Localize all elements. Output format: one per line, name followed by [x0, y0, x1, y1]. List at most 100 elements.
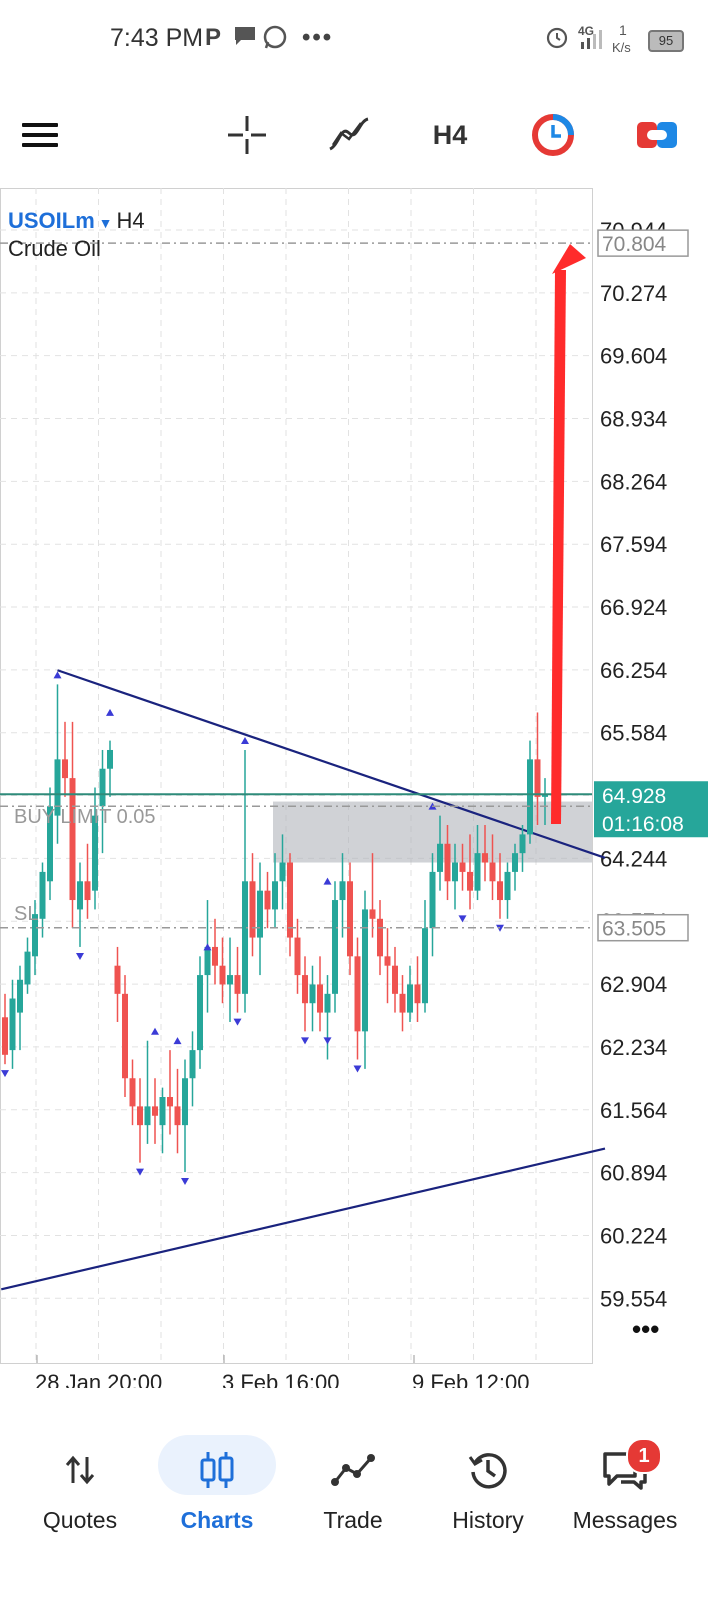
fractal-down-marker: [323, 1037, 332, 1045]
candle-body: [452, 862, 458, 882]
price-tick-label: 66.924: [600, 595, 667, 620]
clock-icon[interactable]: [528, 95, 578, 175]
candle-body: [504, 871, 511, 901]
candle-body: [422, 928, 428, 1004]
price-tick-label: 68.934: [600, 407, 667, 432]
menu-icon[interactable]: [20, 95, 60, 175]
candle-body: [512, 853, 518, 872]
price-tick-label: 60.894: [600, 1161, 667, 1186]
candle-body: [332, 900, 338, 994]
candle-body: [167, 1097, 173, 1107]
price-chart[interactable]: 70.94470.27469.60468.93468.26467.59466.9…: [0, 188, 720, 1395]
candle-body: [339, 881, 346, 901]
candle-body: [482, 853, 488, 863]
nav-history[interactable]: History: [418, 1425, 558, 1545]
trade-line-icon: [283, 1445, 423, 1495]
fractal-down-marker: [353, 1065, 362, 1073]
charts-candles-icon: [147, 1445, 287, 1495]
candle-body: [369, 909, 376, 919]
nav-charts[interactable]: Charts: [147, 1425, 287, 1545]
candle-body: [182, 1078, 188, 1126]
signal-icon: [580, 28, 604, 57]
candle-body: [114, 965, 121, 994]
nav-messages[interactable]: Messages: [555, 1425, 695, 1545]
sl-label[interactable]: SL: [14, 903, 39, 925]
sl-price-box: [597, 913, 689, 942]
status-bar: 7:43 PM P ••• 4G 1 K/s 95: [0, 0, 720, 80]
countdown-label: 01:16:08: [602, 813, 684, 836]
parking-icon: P: [205, 24, 222, 51]
price-tick-label: 65.584: [600, 721, 667, 746]
candle-body: [204, 946, 211, 976]
candle-body: [99, 768, 106, 807]
quotes-arrows-icon: [10, 1445, 150, 1495]
price-tick-label: 69.604: [600, 344, 667, 369]
fractal-down-marker: [181, 1178, 189, 1186]
candle-body: [414, 984, 421, 1004]
plot-area: [0, 188, 593, 1364]
candle-body: [384, 956, 391, 966]
candle-body: [264, 890, 271, 910]
time-tick-label: 9 Feb 12:00: [412, 1370, 529, 1388]
fractal-down-marker: [1, 1070, 9, 1078]
crosshair-icon[interactable]: [222, 95, 272, 175]
candle-body: [317, 984, 323, 1013]
whatsapp-icon: [262, 24, 288, 57]
candle-body: [122, 993, 128, 1079]
time-tick-label: 3 Feb 16:00: [222, 1370, 339, 1388]
candle-body: [189, 1050, 196, 1079]
indicators-icon[interactable]: [324, 95, 374, 175]
candle-body: [467, 871, 473, 891]
trendline: [1, 1147, 606, 1291]
candle-body: [129, 1078, 136, 1107]
active-tab-indicator: [158, 1435, 276, 1495]
candle-body: [272, 881, 278, 910]
price-tick-label: 62.904: [600, 972, 667, 997]
candle-body: [362, 909, 368, 1032]
price-tick-label: 67.594: [600, 532, 667, 557]
more-options-icon[interactable]: •••: [632, 1314, 659, 1344]
sl-price-label: 63.505: [602, 918, 666, 941]
history-clock-icon: [418, 1445, 558, 1495]
fractal-up-marker: [173, 1037, 182, 1045]
candle-body: [159, 1097, 166, 1126]
arrow-annotation-shaft: [551, 270, 566, 824]
symbol-name[interactable]: USOILm: [8, 208, 95, 233]
candle-body: [152, 1106, 158, 1116]
buy-limit-label[interactable]: BUY LIMIT 0.05: [14, 806, 156, 828]
candle-body: [309, 984, 316, 1004]
symbol-timeframe: H4: [116, 208, 145, 233]
trade-toggle-icon[interactable]: [632, 95, 682, 175]
symbol-description: Crude Oil: [8, 236, 101, 261]
candle-body: [534, 759, 541, 797]
fractal-up-marker: [241, 736, 249, 744]
candle-body: [497, 881, 503, 901]
candle-body: [294, 937, 301, 976]
fractal-down-marker: [136, 1168, 144, 1176]
fractal-down-marker: [301, 1037, 309, 1045]
candle-body: [9, 998, 16, 1051]
nav-trade[interactable]: Trade: [283, 1425, 423, 1545]
status-time: 7:43 PM: [110, 24, 204, 52]
candle-body: [77, 881, 83, 910]
nav-quotes[interactable]: Quotes: [10, 1425, 150, 1545]
price-tick-label: 61.564: [600, 1098, 667, 1123]
speed-unit: K/s: [612, 40, 631, 55]
candle-body: [47, 806, 53, 882]
candle-body: [107, 749, 113, 769]
candle-body: [137, 1106, 143, 1126]
symbol-dropdown-icon[interactable]: ▼: [94, 215, 117, 231]
symbol-header[interactable]: USOILm ▼ H4: [8, 208, 145, 234]
candle-body: [54, 759, 61, 816]
candle-body: [84, 881, 91, 901]
candle-body: [437, 843, 443, 872]
candle-body: [242, 881, 248, 994]
timeframe-button[interactable]: H4: [432, 119, 468, 150]
candle-body: [219, 965, 226, 985]
price-tick-label: 62.234: [600, 1035, 667, 1060]
candle-body: [377, 918, 383, 957]
candle-body: [17, 979, 23, 1013]
trendline: [57, 669, 606, 859]
battery-icon: 95: [648, 30, 684, 52]
chart-canvas[interactable]: 70.94470.27469.60468.93468.26467.59466.9…: [0, 188, 720, 1395]
